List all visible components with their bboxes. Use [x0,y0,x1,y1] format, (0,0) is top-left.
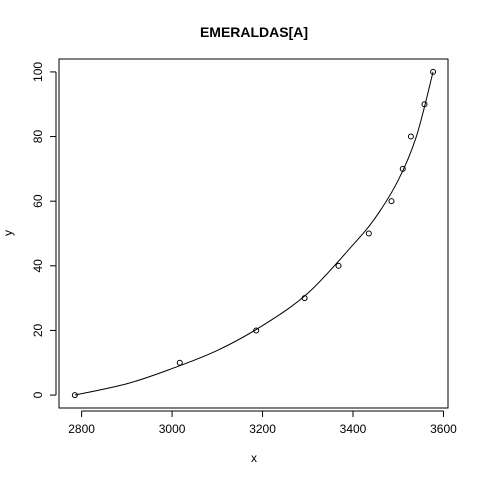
x-axis-label: x [251,451,257,465]
data-point [301,295,308,302]
x-tick-label: 3600 [430,422,457,436]
y-tick-label: 0 [31,391,45,398]
y-tick-label: 80 [31,130,45,144]
y-axis-label: y [1,230,15,236]
y-tick-label: 40 [31,259,45,273]
y-axis: 0 20 40 60 80 100 [31,62,57,398]
data-point [430,68,437,75]
chart-title: EMERALDAS[A] [200,24,308,40]
y-tick-label: 100 [31,62,45,82]
fitted-curve [74,71,434,396]
data-point [176,359,183,366]
y-tick-label: 60 [31,194,45,208]
data-points [71,68,437,399]
x-tick-label: 3000 [159,422,186,436]
data-point [365,230,372,237]
data-point [253,327,260,334]
data-point [335,262,342,269]
data-point [71,392,78,399]
data-point [399,165,406,172]
data-point [421,101,428,108]
x-tick-label: 2800 [68,422,95,436]
data-point [407,133,414,140]
plot-frame [58,58,449,409]
y-tick-label: 20 [31,323,45,337]
x-tick-label: 3400 [340,422,367,436]
data-point [388,198,395,205]
x-axis: 2800 3000 3200 3400 3600 [68,410,457,436]
x-tick-label: 3200 [249,422,276,436]
